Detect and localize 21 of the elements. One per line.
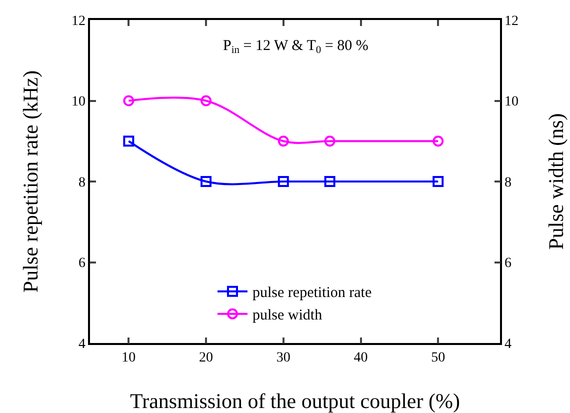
x-tick-label: 30 xyxy=(276,350,290,366)
y-tick-label: 12 xyxy=(71,14,86,29)
annotation: P$_{in}$ = 12 W & T$_{0}$ = 80 % xyxy=(223,38,368,56)
y-tick-label: 8 xyxy=(78,175,86,190)
legend-label: pulse repetition rate xyxy=(252,285,372,302)
x-tick-label: 50 xyxy=(431,350,446,366)
y2-tick-label: 6 xyxy=(504,256,512,272)
legend-label: pulse width xyxy=(252,308,323,324)
x-tick-label: 20 xyxy=(199,350,214,366)
y-tick-label: 10 xyxy=(71,94,86,110)
y2-tick-label: 10 xyxy=(504,94,519,110)
y2-axis-title: Pulse width (ns) xyxy=(544,113,568,250)
y2-tick-label: 12 xyxy=(504,14,519,29)
y-tick-label: 4 xyxy=(78,336,86,352)
y2-tick-label: 4 xyxy=(504,336,512,352)
y-axis-title: Pulse repetition rate (kHz) xyxy=(18,70,42,293)
x-tick-label: 10 xyxy=(122,350,136,366)
x-tick-label: 40 xyxy=(354,350,368,366)
y-tick-label: 6 xyxy=(78,256,86,272)
x-axis-title: Transmission of the output coupler (%) xyxy=(130,389,460,413)
y2-tick-label: 8 xyxy=(504,175,512,190)
